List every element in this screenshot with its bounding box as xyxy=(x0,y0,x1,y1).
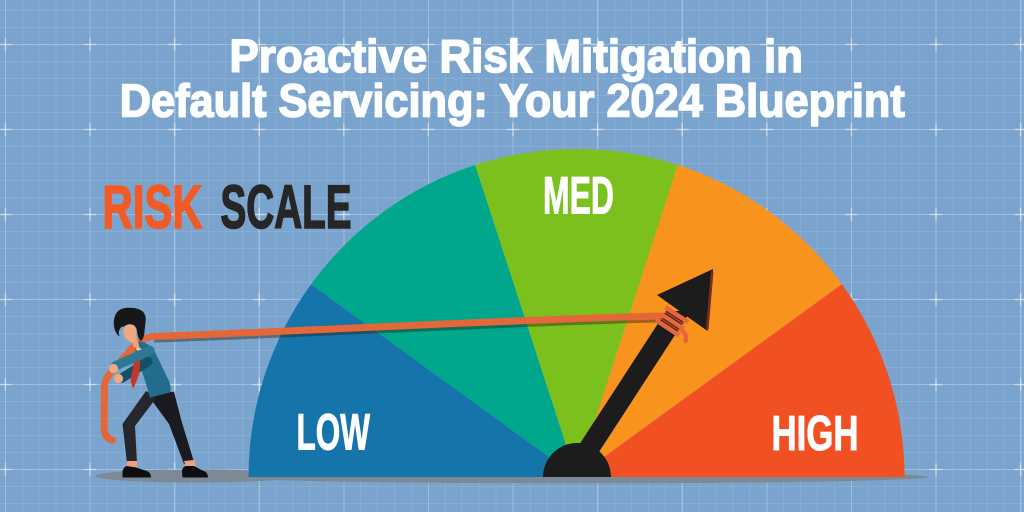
svg-text:LOW: LOW xyxy=(297,403,371,460)
svg-text:Proactive Risk Mitigation in: Proactive Risk Mitigation in xyxy=(230,30,804,82)
svg-text:RISK: RISK xyxy=(103,173,203,241)
svg-text:HIGH: HIGH xyxy=(772,406,859,461)
svg-text:MED: MED xyxy=(543,166,614,225)
svg-text:Default Servicing: Your 2024 B: Default Servicing: Your 2024 Blueprint xyxy=(120,75,905,127)
svg-text:SCALE: SCALE xyxy=(221,173,352,241)
